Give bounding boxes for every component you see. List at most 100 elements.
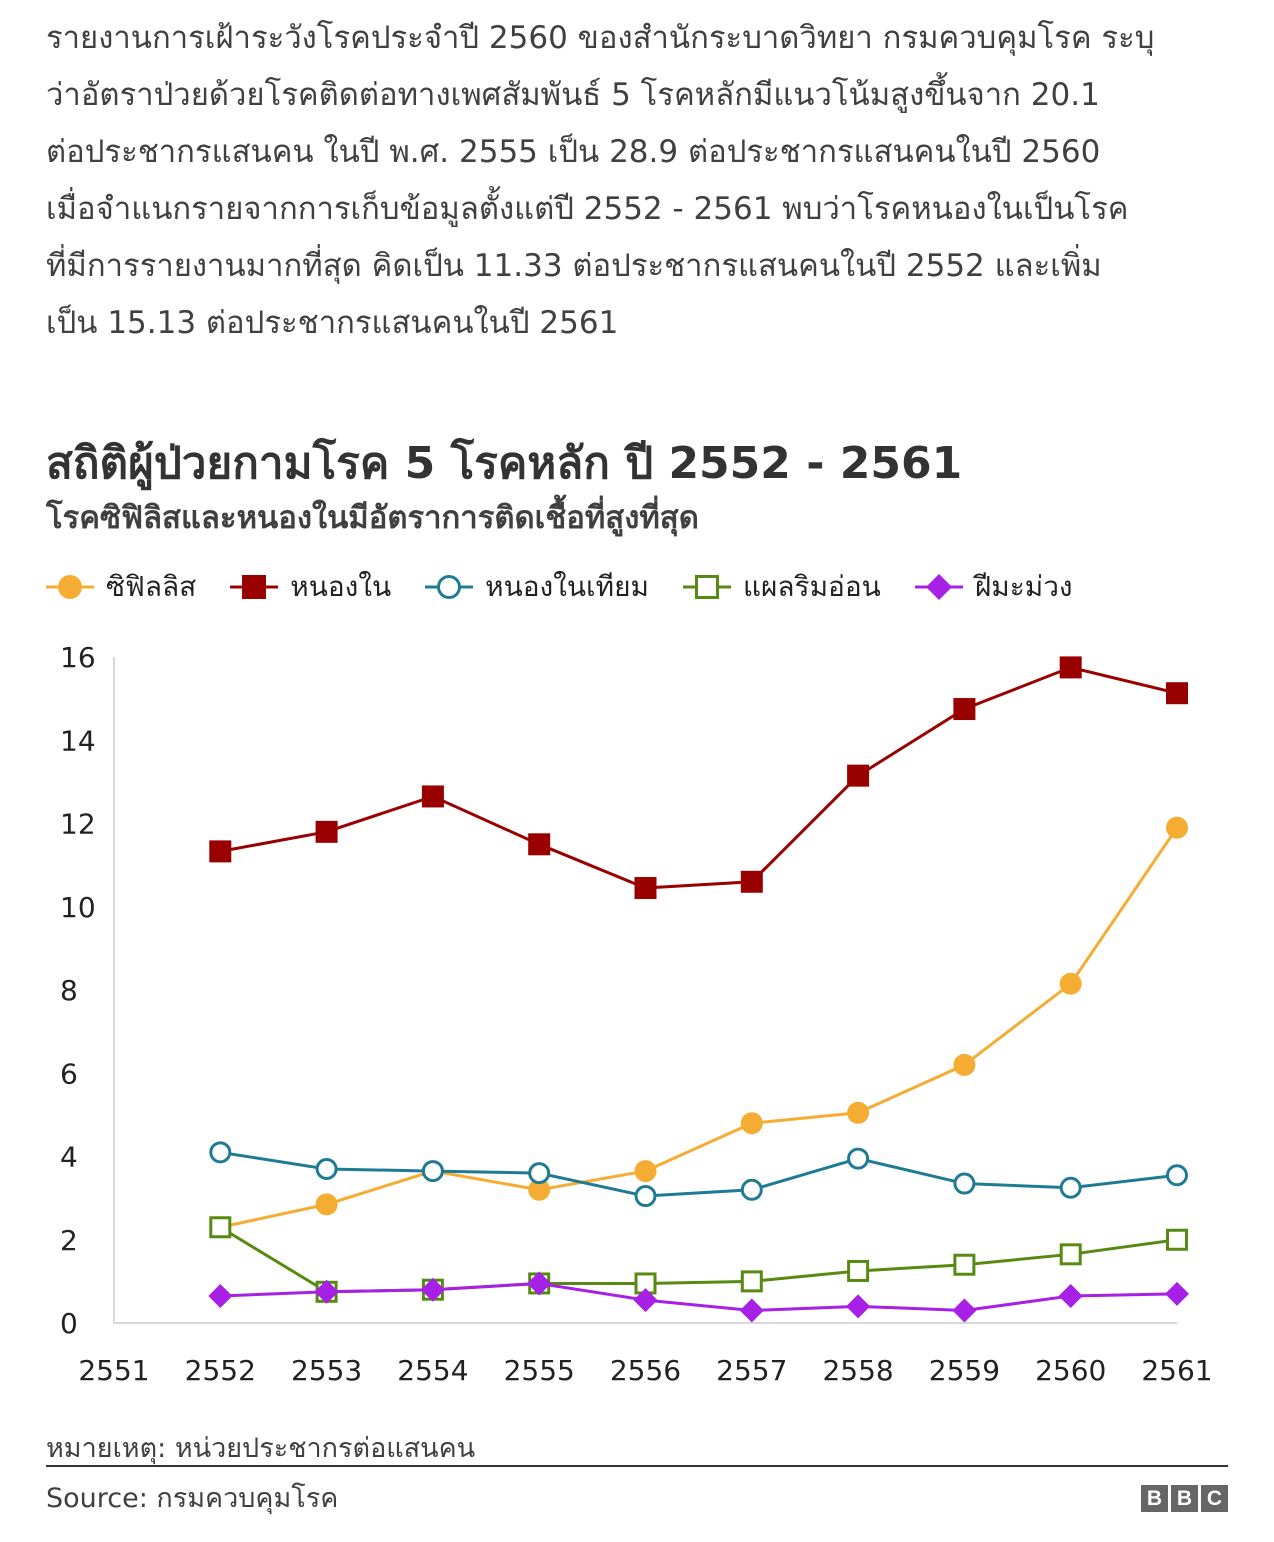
legend-swatch [425,575,474,599]
data-point [528,833,551,856]
series-line [220,665,1178,890]
intro-line: ที่มีการรายงานมากที่สุด คิดเป็น 11.33 ต่… [46,248,1102,284]
bbc-logo-letter: B [1171,1485,1198,1512]
data-point [739,1298,764,1323]
data-point [847,764,870,787]
data-point [740,870,763,893]
legend-marker [925,574,952,600]
y-tick-label: 12 [60,808,96,841]
legend-marker [437,575,462,599]
data-point [633,1288,658,1313]
data-point [847,1101,870,1124]
data-point [740,1112,763,1135]
x-tick-label: 2555 [504,1354,575,1387]
legend-swatch [914,574,963,600]
legend-swatch [46,575,94,599]
data-point [1166,682,1188,705]
bbc-logo: B B C [1138,1485,1228,1512]
intro-line: ต่อประชากรแสนคน ในปี พ.ศ. 2555 เป็น 28.9… [46,134,1101,170]
data-point [953,698,976,721]
data-point [847,1259,870,1282]
data-point [528,1178,551,1201]
x-tick-label: 2551 [78,1354,149,1387]
data-point [209,1216,232,1239]
data-point [315,1193,338,1216]
legend-label: หนองในเทียม [485,570,649,603]
x-tick-label: 2554 [397,1354,468,1387]
data-point [1166,1228,1188,1251]
data-point [953,1053,976,1076]
chart-source: Source: กรมควบคุมโรค [46,1483,339,1514]
intro-text: รายงานการเฝ้าระวังโรคประจำปี 2560 ของสำน… [46,10,1236,352]
chart-footnote: หมายเหตุ: หน่วยประชากรต่อแสนคน [46,1433,476,1464]
legend-item: ซิฟิลลิส [46,565,196,609]
footer-divider [46,1465,1228,1467]
data-point [1059,656,1082,679]
legend-item: หนองในเทียม [425,565,649,609]
data-point [314,1279,339,1304]
data-point [1058,1283,1083,1308]
y-tick-label: 10 [60,891,96,924]
y-tick-label: 14 [60,724,96,757]
data-point [740,1178,763,1201]
y-tick-label: 8 [60,974,78,1007]
data-point [1166,1164,1188,1187]
legend-item: หนองใน [230,565,391,609]
x-tick-label: 2553 [291,1354,362,1387]
data-point [1166,816,1188,839]
legend-marker [58,575,82,599]
legend-item: แผลริมอ่อน [682,565,881,609]
x-tick-label: 2561 [1141,1354,1212,1387]
legend-label: ซิฟิลลิส [106,570,197,603]
series-line [219,826,1179,1229]
data-point [634,877,657,900]
chart-subtitle: โรคซิฟิลิสและหนองในมีอัตราการติดเชื้อที่… [46,500,699,536]
x-tick-label: 2556 [610,1354,681,1387]
series-line [220,1281,1178,1313]
data-point [420,1277,445,1302]
data-point [846,1294,871,1319]
data-point [1059,972,1082,995]
chart-title: สถิติผู้ป่วยกามโรค 5 โรคหลัก ปี 2552 - 2… [46,438,963,489]
legend-swatch [230,575,279,599]
series-0 [209,816,1188,1239]
data-point [208,1283,233,1308]
series-1 [209,656,1188,900]
data-point [953,1172,976,1195]
data-point [634,1185,657,1208]
x-tick-label: 2557 [716,1354,787,1387]
data-point [315,1157,338,1180]
data-point [209,1141,232,1164]
data-point [1165,1281,1189,1306]
data-point [1059,1176,1082,1199]
series-4 [208,1271,1189,1323]
intro-line: เป็น 15.13 ต่อประชากรแสนคนในปี 2561 [46,305,619,341]
data-point [528,1162,551,1185]
data-point [527,1271,552,1296]
bbc-logo-letter: C [1201,1485,1228,1512]
legend-swatch [682,575,731,599]
data-point [740,1270,763,1293]
data-point [953,1253,976,1276]
legend-label: หนองใน [290,570,392,603]
series-line [219,1225,1178,1294]
legend-label: ฝีมะม่วง [974,570,1073,603]
legend-marker [694,575,719,599]
data-point [952,1298,977,1323]
intro-line: รายงานการเฝ้าระวังโรคประจำปี 2560 ของสำน… [46,20,1155,56]
chart-legend: ซิฟิลลิส หนองใน หนองในเทียม แผลริมอ่อน ฝีมะม… [46,566,1107,608]
series-3 [209,1216,1188,1303]
x-tick-label: 2560 [1035,1354,1106,1387]
y-tick-label: 2 [60,1224,78,1257]
data-point [315,820,338,843]
data-point [634,1160,657,1183]
data-point [1059,1243,1082,1266]
bbc-logo-letter: B [1141,1485,1168,1512]
series-2 [209,1141,1188,1208]
y-tick-label: 0 [60,1307,78,1340]
intro-line: เมื่อจำแนกรายจากการเก็บข้อมูลตั้งแต่ปี 2… [46,191,1129,227]
data-point [421,785,444,808]
data-point [421,1160,444,1183]
data-point [847,1147,870,1170]
x-tick-label: 2559 [929,1354,1000,1387]
